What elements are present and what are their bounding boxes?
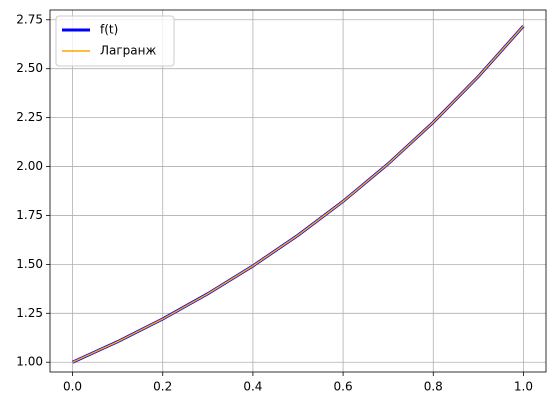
legend-label: Лагранж <box>100 44 156 58</box>
plot-frame <box>49 9 547 373</box>
y-tick-label: 2.75 <box>16 12 43 26</box>
series-line <box>71 25 525 364</box>
y-tick-label: 2.50 <box>16 61 43 75</box>
x-tick-label: 0.0 <box>63 380 82 394</box>
y-tick-label: 1.50 <box>16 257 43 271</box>
y-tick-label: 1.75 <box>16 208 43 222</box>
series-line <box>72 25 525 363</box>
x-tick-label: 1.0 <box>514 380 533 394</box>
x-tick-label: 0.2 <box>153 380 172 394</box>
x-tick-label: 0.8 <box>424 380 443 394</box>
y-tick-label: 1.00 <box>16 355 43 369</box>
legend-label: f(t) <box>100 23 118 37</box>
y-tick-label: 1.25 <box>16 306 43 320</box>
x-tick-label: 0.6 <box>334 380 353 394</box>
y-tick-label: 2.25 <box>16 110 43 124</box>
y-tick-label: 2.00 <box>16 159 43 173</box>
x-tick-label: 0.4 <box>243 380 262 394</box>
